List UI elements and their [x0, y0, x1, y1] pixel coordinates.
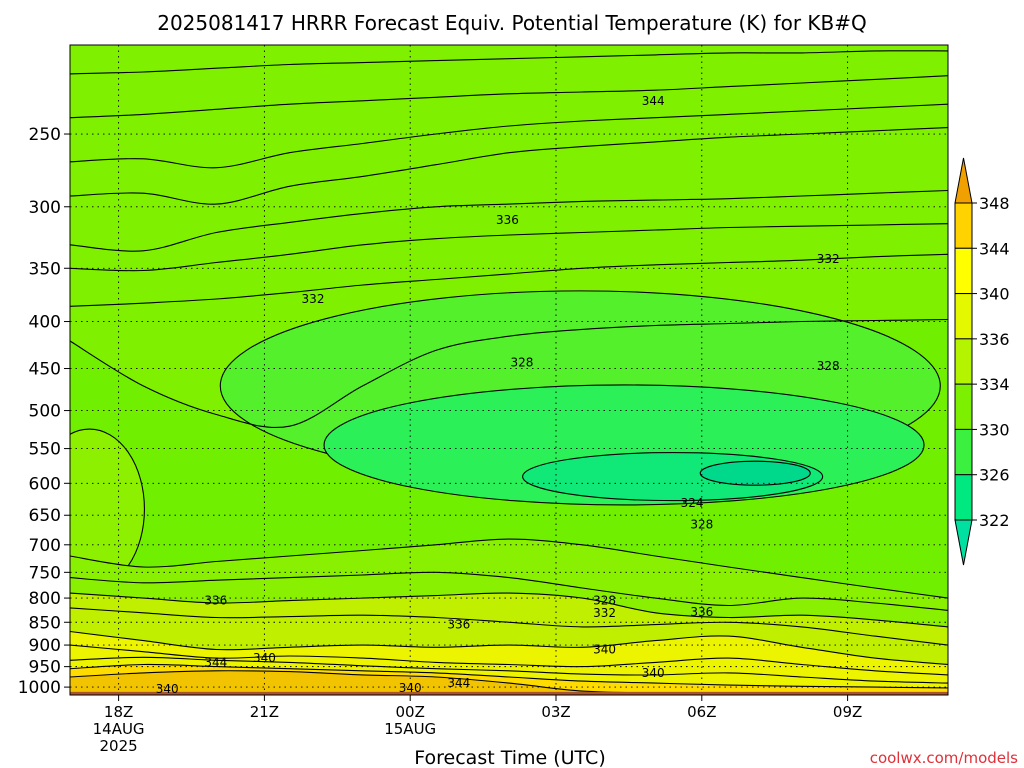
x-tick-label: 15AUG [384, 720, 436, 738]
contour-label: 328 [817, 359, 840, 373]
colorbar-label: 330 [979, 420, 1010, 439]
contour-label: 332 [302, 292, 325, 306]
lower-contour-3 [70, 663, 948, 689]
upper-contour-0 [70, 75, 948, 119]
contour-label: 328 [511, 355, 534, 369]
lower-extra-contour-1 [70, 607, 948, 646]
band-322 [699, 460, 811, 486]
colorbar-label: 336 [979, 330, 1010, 349]
temperature-bands [70, 45, 948, 695]
y-tick-label: 300 [29, 198, 61, 218]
y-axis: 250 300 350 400 450 500 550 600 650 700 750 800 850 9… [18, 125, 70, 698]
grid-lines [70, 45, 948, 695]
contour-label: 340 [156, 682, 179, 696]
contour-label: 332 [593, 606, 616, 620]
upper-contour-3 [70, 253, 948, 307]
lower-band-4 [70, 670, 948, 695]
colorbar-label: 340 [979, 285, 1010, 304]
y-tick-label: 700 [29, 536, 61, 556]
colorbar-segment [954, 338, 973, 385]
contour-label: 336 [447, 618, 470, 632]
colorbar-label: 334 [979, 375, 1010, 394]
upper-extra-contour-0 [70, 50, 948, 75]
colorbar-top-arrow [954, 157, 973, 204]
contour-label: 336 [690, 605, 713, 619]
x-tick-label: 21Z [250, 703, 279, 721]
x-tick-label: 03Z [541, 703, 570, 721]
y-tick-label: 650 [29, 506, 61, 526]
x-tick-label: 09Z [833, 703, 862, 721]
colorbar-label: 348 [979, 194, 1010, 213]
upper-extra-contour-1 [70, 103, 948, 169]
y-tick-label: 1000 [18, 678, 61, 698]
y-tick-label: 400 [29, 313, 61, 333]
y-tick-label: 450 [29, 360, 61, 380]
chart-title: 2025081417 HRRR Forecast Equiv. Potentia… [157, 11, 867, 35]
x-tick-label: 00Z [396, 703, 425, 721]
colorbar-segment [954, 247, 973, 295]
lower-contour-1 [70, 592, 948, 628]
y-tick-label: 350 [29, 259, 61, 279]
contour-label: 344 [447, 676, 470, 690]
colorbar-segment [954, 428, 973, 476]
y-tick-label: 500 [29, 402, 61, 422]
upper-extra-contour-2 [70, 223, 948, 272]
lower-extra-contour-2 [70, 644, 948, 676]
plot-frame [69, 44, 949, 696]
lower-contour-2 [70, 630, 948, 666]
y-tick-label: 900 [29, 636, 61, 656]
colorbar-segment [954, 474, 973, 521]
colorbar-bottom-arrow [954, 519, 973, 566]
plot-area [70, 45, 948, 695]
y-tick-label: 850 [29, 613, 61, 633]
y-tick-label: 800 [29, 589, 61, 609]
contour-label: 344 [204, 655, 227, 669]
x-tick-label: 18Z [104, 703, 133, 721]
colorbar: 348 344 340 336 334 330 326 322 [954, 157, 1010, 566]
contour-label: 340 [399, 681, 422, 695]
lower-extra-contour-3 [70, 656, 948, 684]
y-tick-label: 250 [29, 125, 61, 145]
y-tick-label: 550 [29, 440, 61, 460]
ground-strip [70, 691, 948, 695]
contour-label: 328 [593, 594, 616, 608]
x-axis-title: Forecast Time (UTC) [414, 747, 605, 768]
contour-label: 328 [690, 517, 713, 531]
colorbar-segment [954, 202, 973, 249]
colorbar-segment [954, 293, 973, 340]
contour-label: 336 [204, 594, 227, 608]
credit-text: coolwx.com/models [870, 749, 1018, 767]
y-tick-label: 600 [29, 474, 61, 494]
contour-label: 340 [593, 642, 616, 656]
contour-label: 324 [681, 496, 704, 510]
contour-label: 340 [642, 666, 665, 680]
colorbar-label: 344 [979, 239, 1010, 258]
x-tick-label: 14AUG [93, 720, 145, 738]
colorbar-label: 326 [979, 466, 1010, 485]
contour-label: 336 [496, 213, 519, 227]
y-tick-label: 950 [29, 658, 61, 678]
colorbar-segment [954, 383, 973, 430]
contour-label: 340 [253, 651, 276, 665]
x-tick-label: 2025 [100, 737, 138, 755]
y-tick-label: 750 [29, 563, 61, 583]
x-tick-label: 06Z [687, 703, 716, 721]
contour-label: 332 [817, 252, 840, 266]
lower-contour-0 [70, 538, 948, 599]
colorbar-label: 322 [979, 511, 1010, 530]
contour-label: 344 [642, 94, 665, 108]
upper-contour-2 [70, 189, 948, 252]
